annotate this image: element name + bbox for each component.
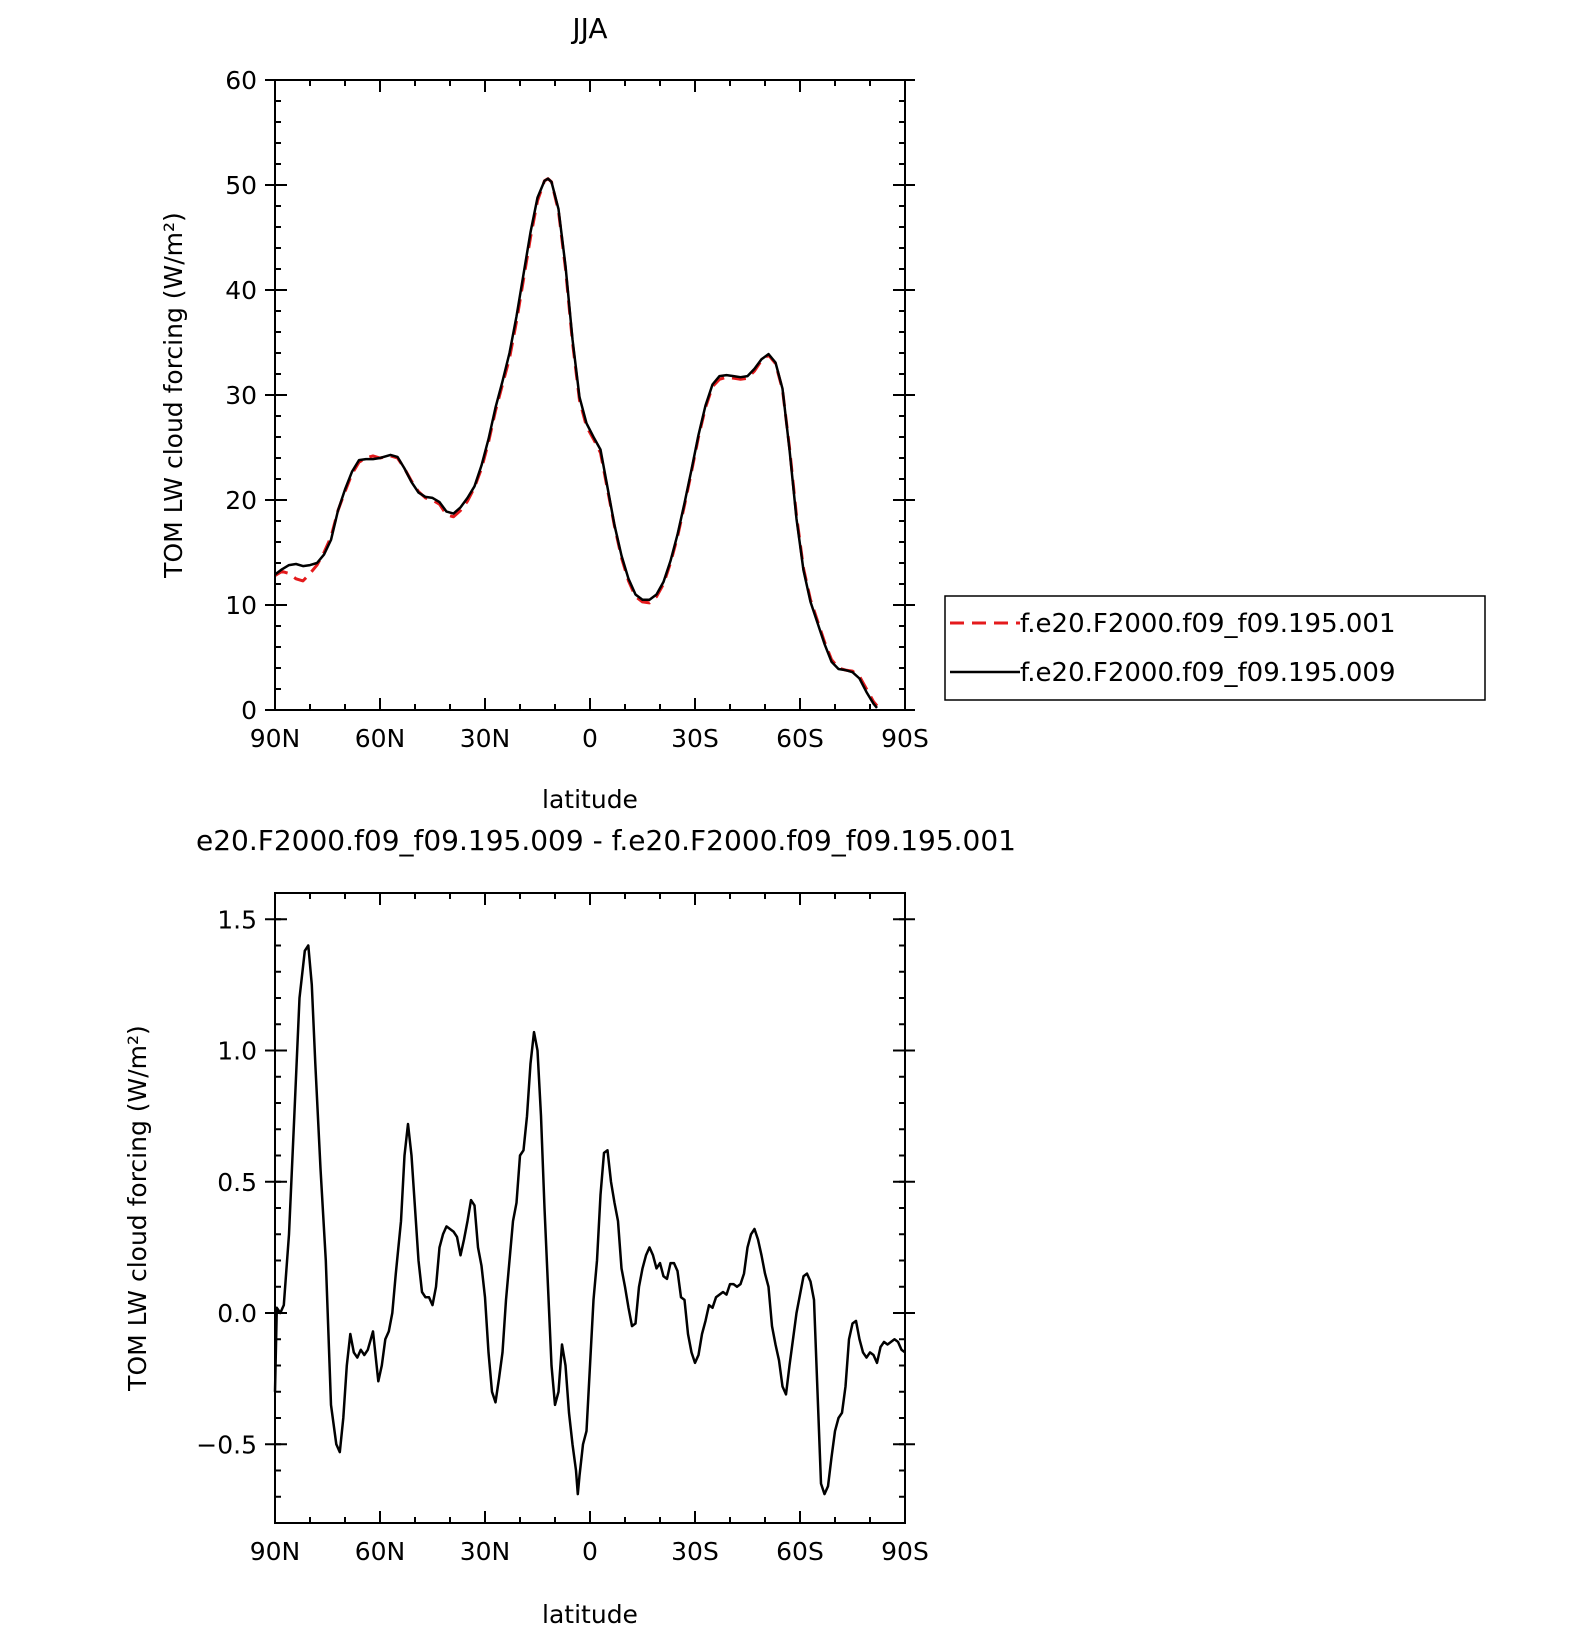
x-tick-label: 60S <box>776 1537 824 1566</box>
legend-box <box>944 595 1486 701</box>
x-tick-label: 60S <box>776 724 824 753</box>
series-line-0 <box>274 177 879 707</box>
y-tick-label: 0.0 <box>217 1299 257 1328</box>
x-tick-label: 90S <box>881 1537 929 1566</box>
panel-bottom: e20.F2000.f09_f09.195.009 - f.e20.F2000.… <box>123 824 1016 1629</box>
top-plot-xlabel: latitude <box>542 785 638 814</box>
bottom-plot-ticks: 90N 60N 30N 0 30S 60S 90S −0.5 0.0 0.5 1.0 1.5 <box>196 892 929 1566</box>
x-tick-label: 0 <box>582 1537 598 1566</box>
y-tick-label: 0.5 <box>217 1168 257 1197</box>
x-tick-label: 60N <box>355 724 406 753</box>
series-line-0 <box>273 944 906 1496</box>
y-tick-label: 0 <box>241 696 257 725</box>
y-tick-label: −0.5 <box>196 1430 257 1459</box>
series-line-1 <box>274 177 878 709</box>
bottom-plot-frame <box>274 892 906 1524</box>
x-tick-label: 90S <box>881 724 929 753</box>
x-tick-label: 30S <box>671 1537 719 1566</box>
y-tick-label: 60 <box>225 66 257 95</box>
y-tick-label: 1.5 <box>217 905 257 934</box>
top-plot-ticks: 90N 60N 30N 0 30S 60S 90S 0 10 20 30 40 50 60 <box>225 66 929 753</box>
top-plot-curves <box>274 177 879 709</box>
x-tick-label: 90N <box>250 724 301 753</box>
x-tick-label: 30N <box>460 724 511 753</box>
x-tick-label: 0 <box>582 724 598 753</box>
y-tick-label: 10 <box>225 591 257 620</box>
x-tick-label: 30N <box>460 1537 511 1566</box>
x-tick-label: 90N <box>250 1537 301 1566</box>
panel-top: JJA 90N 60N 30N 0 30S 60S 90S 0 10 20 30 40 50 60 lat… <box>159 12 929 814</box>
bottom-plot-title: e20.F2000.f09_f09.195.009 - f.e20.F2000.… <box>196 824 1016 857</box>
y-tick-label: 40 <box>225 276 257 305</box>
y-tick-label: 50 <box>225 171 257 200</box>
x-tick-label: 60N <box>355 1537 406 1566</box>
legend-label-series-009: f.e20.F2000.f09_f09.195.009 <box>1020 658 1396 688</box>
bottom-plot-curves <box>273 944 906 1496</box>
legend-label-series-001: f.e20.F2000.f09_f09.195.001 <box>1020 609 1396 639</box>
y-tick-label: 20 <box>225 486 257 515</box>
bottom-plot-xlabel: latitude <box>542 1600 638 1629</box>
legend: f.e20.F2000.f09_f09.195.001 f.e20.F2000.… <box>944 595 1486 701</box>
y-tick-label: 1.0 <box>217 1037 257 1066</box>
top-plot-ylabel: TOM LW cloud forcing (W/m²) <box>159 212 188 579</box>
top-plot-frame <box>274 79 906 711</box>
x-tick-label: 30S <box>671 724 719 753</box>
bottom-plot-ylabel: TOM LW cloud forcing (W/m²) <box>123 1025 152 1392</box>
y-tick-label: 30 <box>225 381 257 410</box>
top-plot-title: JJA <box>570 12 607 45</box>
